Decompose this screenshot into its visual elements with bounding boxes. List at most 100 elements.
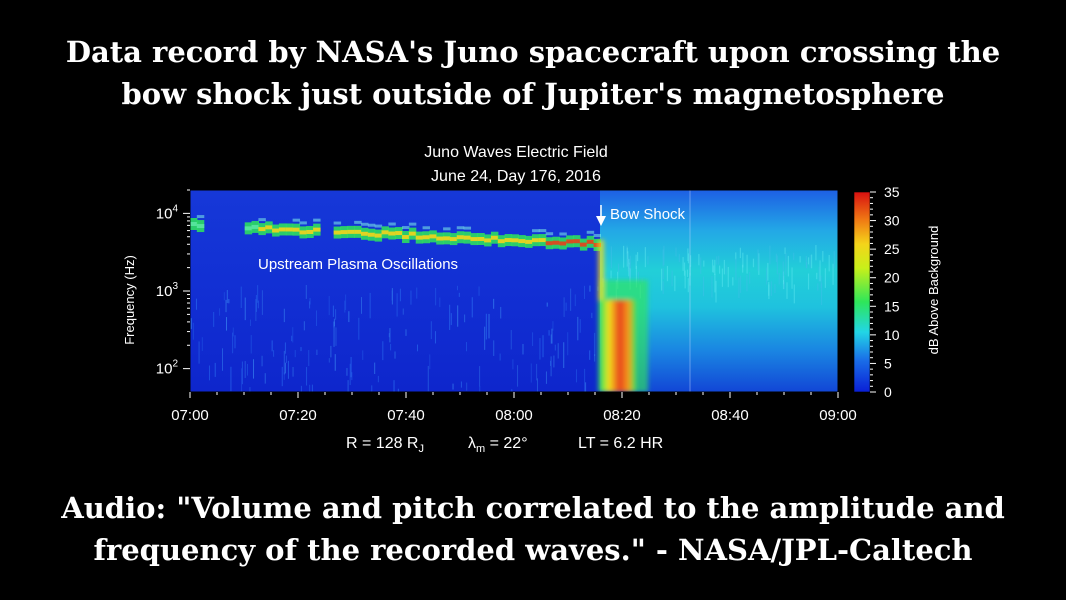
band-harmonic <box>258 218 266 222</box>
band-segment-core <box>347 229 355 234</box>
x-tick-label: 07:20 <box>279 407 317 424</box>
texture-streak <box>410 290 412 305</box>
colorbar: 0 5 10 15 20 25 30 35 dB Above Background <box>853 184 941 400</box>
texture-streak <box>551 328 553 344</box>
spectrogram-texture <box>190 245 835 392</box>
band-segment-core <box>367 232 376 237</box>
texture-streak <box>311 384 313 392</box>
band-harmonic <box>374 224 383 228</box>
texture-streak <box>190 318 192 330</box>
texture-streak <box>471 297 473 318</box>
texture-streak-post <box>782 261 784 281</box>
audio-caption: Audio: "Volume and pitch correlated to t… <box>0 487 1066 571</box>
texture-streak-post <box>662 268 664 280</box>
texture-streak <box>464 314 466 323</box>
band-segment-core <box>278 227 287 232</box>
texture-streak-post <box>770 281 772 296</box>
texture-streak <box>439 297 441 308</box>
texture-streak-post <box>799 256 801 263</box>
texture-streak-post <box>735 258 737 281</box>
texture-streak <box>465 342 467 352</box>
texture-streak <box>241 368 243 392</box>
texture-streak <box>449 304 451 330</box>
texture-streak-post <box>662 281 664 294</box>
texture-streak <box>371 385 373 392</box>
band-harmonic <box>402 226 410 230</box>
texture-streak <box>417 344 419 352</box>
band-harmonic <box>408 222 417 226</box>
texture-streak-post <box>636 252 639 262</box>
texture-streak <box>284 362 286 374</box>
texture-streak <box>450 313 452 326</box>
texture-streak-post <box>663 245 665 266</box>
bow-shock-annotation: Bow Shock <box>596 205 686 226</box>
texture-streak <box>557 343 559 359</box>
texture-streak <box>223 292 225 301</box>
texture-streak <box>591 312 593 319</box>
bow-shock-label: Bow Shock <box>610 206 686 223</box>
texture-streak <box>374 362 376 375</box>
texture-streak <box>500 306 502 319</box>
texture-streak-post <box>666 265 669 282</box>
band-segment-core <box>449 237 458 242</box>
band-harmonic <box>538 229 547 233</box>
band-segment-core <box>402 235 410 240</box>
texture-streak <box>402 308 404 315</box>
colorbar-tick-label: 10 <box>884 327 900 343</box>
texture-streak-post <box>746 274 748 292</box>
texture-streak <box>594 354 596 362</box>
texture-streak <box>460 381 462 388</box>
texture-streak <box>479 385 481 392</box>
band-segment-core <box>511 238 519 243</box>
texture-streak <box>257 300 259 309</box>
annotation-upstream-plasma-oscillations: Upstream Plasma Oscillations <box>258 256 458 273</box>
band-segment-core <box>429 234 437 239</box>
texture-streak-post <box>791 267 793 289</box>
texture-streak-post <box>703 260 705 267</box>
band-segment-core <box>415 235 424 240</box>
texture-streak <box>552 321 554 331</box>
texture-streak <box>300 385 302 392</box>
texture-streak <box>394 351 396 359</box>
texture-streak <box>388 333 390 338</box>
headline-line-2: bow shock just outside of Jupiter's magn… <box>121 77 945 111</box>
texture-streak-post <box>662 249 664 267</box>
texture-streak <box>335 309 337 320</box>
band-segment-core <box>552 240 560 245</box>
texture-streak <box>522 343 524 355</box>
band-segment-core <box>490 235 499 240</box>
x-tick-label: 09:00 <box>819 407 857 424</box>
band-segment-core <box>525 239 533 244</box>
texture-streak <box>234 335 236 349</box>
x-tick-label: 07:40 <box>387 407 425 424</box>
texture-streak <box>347 380 349 392</box>
texture-streak-post <box>682 257 684 271</box>
texture-streak-post <box>610 246 613 269</box>
texture-streak <box>281 366 283 387</box>
footer-lambda-value: = 22° <box>485 435 528 452</box>
texture-streak <box>249 387 251 392</box>
band-segment-core <box>388 231 396 236</box>
texture-streak <box>577 316 579 341</box>
texture-streak <box>583 285 585 299</box>
band-harmonic <box>388 222 396 226</box>
band-harmonic <box>545 232 554 236</box>
texture-streak <box>574 294 576 307</box>
texture-streak <box>405 329 407 336</box>
footer-r-text: R = 128 R <box>346 435 419 452</box>
texture-streak <box>484 326 486 350</box>
texture-streak-post <box>683 262 686 276</box>
band-segment-core <box>559 241 567 246</box>
texture-streak-post <box>819 260 821 282</box>
texture-streak-post <box>738 277 740 299</box>
x-axis: 07:00 07:20 07:40 08:00 08:20 08:40 09:00 <box>171 392 857 424</box>
colorbar-label: dB Above Background <box>926 226 941 355</box>
texture-streak-post <box>818 266 820 282</box>
band-segment-core <box>463 235 472 240</box>
texture-streak <box>478 286 480 296</box>
band-segment-core <box>484 238 492 243</box>
texture-streak-post <box>735 252 737 260</box>
band-harmonic <box>361 222 369 226</box>
texture-streak <box>493 340 495 356</box>
footer-radial-distance: R = 128 RJ <box>346 434 424 459</box>
